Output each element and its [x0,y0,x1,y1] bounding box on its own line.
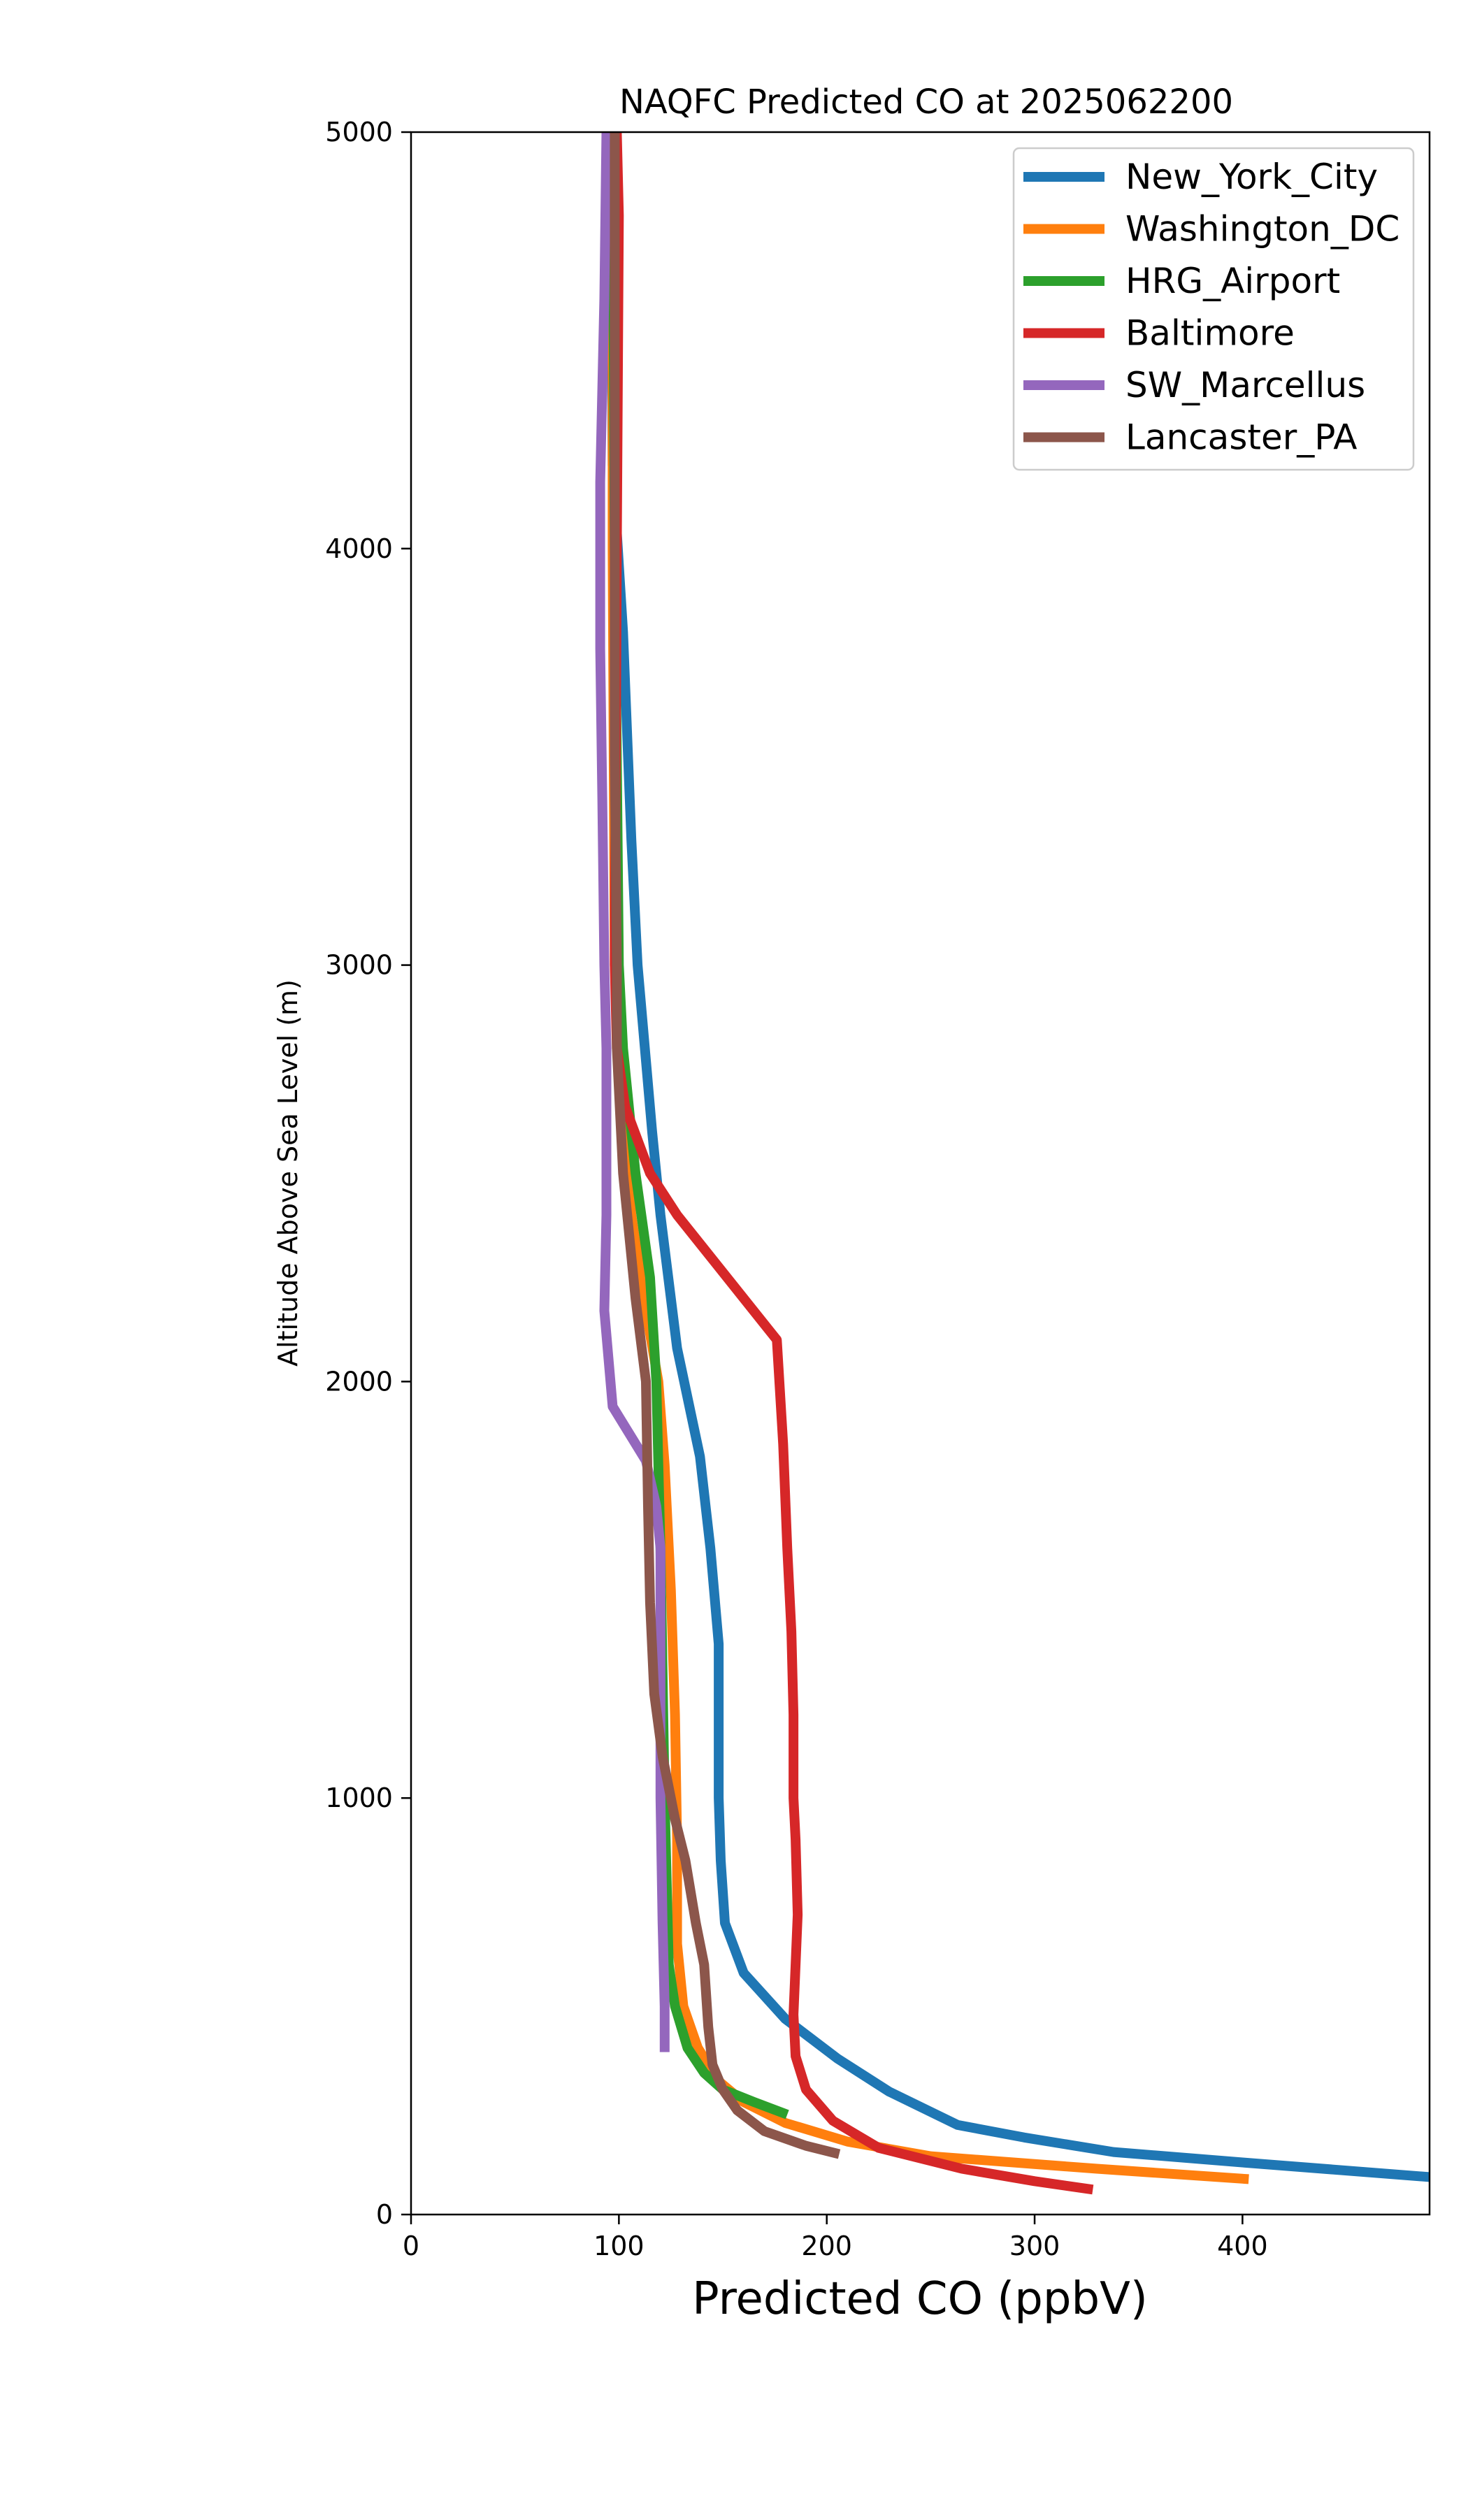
x-tick-label: 200 [801,2231,852,2261]
y-tick-label: 2000 [325,1366,393,1397]
y-axis-title: Altitude Above Sea Level (m) [273,979,303,1367]
legend-label: New_York_City [1125,157,1378,197]
y-tick-label: 5000 [325,117,393,147]
legend-box [1012,147,1415,471]
legend-label: Washington_DC [1125,209,1399,250]
plot-area-frame [410,131,1431,2216]
x-tick-label: 400 [1217,2231,1268,2261]
y-tick-label: 3000 [325,950,393,981]
x-axis-title: Predicted CO (ppbV) [692,2273,1148,2325]
series-line-new-york-city [605,132,1430,2182]
chart-title: NAQFC Predicted CO at 2025062200 [619,82,1233,122]
legend: New_York_City Washington_DC HRG_Airport Bal… [1012,147,1415,471]
y-axis-ticks: 0 1000 2000 3000 4000 5000 [325,117,411,2230]
x-tick-label: 100 [593,2231,645,2261]
y-tick-label: 0 [376,2199,393,2230]
legend-label: Lancaster_PA [1125,417,1357,458]
legend-label: HRG_Airport [1125,261,1340,301]
x-axis-ticks: 0 100 200 300 400 [403,2215,1268,2261]
series-line-sw-marcellus [595,132,670,2052]
x-tick-label: 300 [1009,2231,1060,2261]
series-line-lancaster-pa [610,132,841,2159]
legend-label: SW_Marcellus [1125,365,1365,405]
series-layer [595,132,1430,2195]
y-tick-label: 4000 [325,533,393,564]
legend-label: Baltimore [1125,313,1295,354]
x-tick-label: 0 [403,2231,419,2261]
y-tick-label: 1000 [325,1783,393,1813]
